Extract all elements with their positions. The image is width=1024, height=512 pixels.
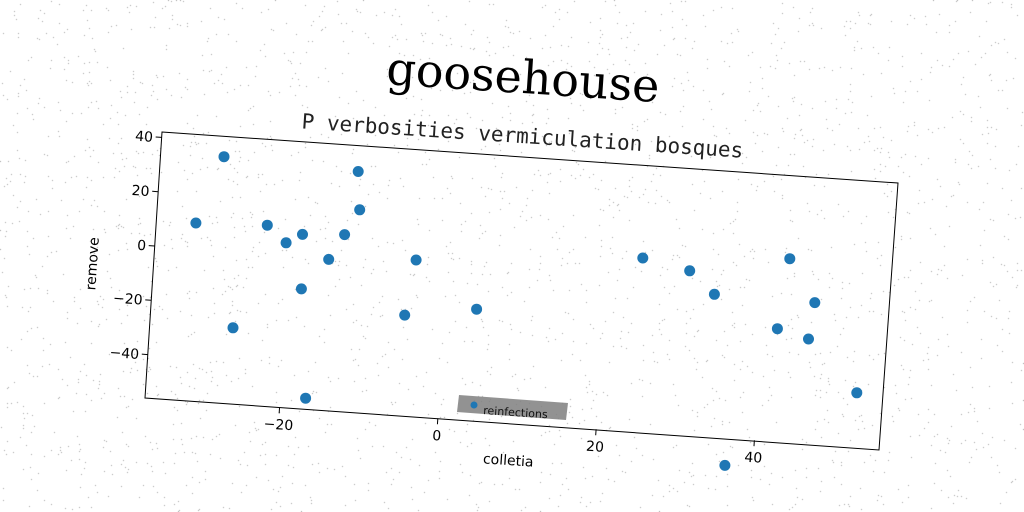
x-axis-label: colletia: [482, 451, 534, 470]
plot-frame: [144, 131, 899, 451]
chart-subtitle: P verbosities vermiculation bosques: [301, 109, 744, 162]
data-point: [295, 283, 307, 295]
data-point: [297, 228, 308, 240]
x-tick-label: 40: [744, 450, 763, 467]
data-point: [227, 322, 239, 334]
legend-marker: [470, 401, 478, 409]
scatter-points: [190, 151, 863, 471]
data-point: [399, 309, 411, 321]
x-tick-label: 0: [432, 428, 442, 445]
data-point: [280, 237, 292, 249]
y-tick-label: 40: [135, 129, 154, 146]
y-tick-label: −40: [109, 345, 140, 363]
y-axis-label: remove: [83, 237, 102, 291]
data-point: [719, 459, 731, 471]
data-point: [684, 265, 696, 277]
data-point: [339, 229, 351, 241]
data-point: [809, 297, 821, 309]
data-point: [771, 323, 783, 335]
y-tick-label: 0: [137, 238, 147, 255]
chart-title: goosehouse: [385, 41, 661, 113]
y-axis: −40 −20 0 20 40: [109, 129, 162, 363]
data-point: [323, 253, 335, 265]
legend: reinfections: [457, 395, 568, 421]
axes: P verbosities vermiculation bosques −20 0…: [83, 109, 899, 471]
legend-label: reinfections: [483, 404, 549, 421]
data-point: [471, 303, 483, 315]
data-point: [784, 253, 796, 265]
legend-box: [457, 395, 568, 420]
data-point: [708, 288, 720, 300]
y-tick-label: 20: [131, 183, 150, 200]
data-point: [218, 151, 230, 163]
data-point: [190, 217, 202, 229]
data-point: [354, 204, 366, 216]
data-point: [637, 252, 649, 264]
x-tick-label: −20: [263, 416, 294, 434]
data-point: [300, 392, 312, 404]
data-point: [410, 254, 422, 266]
x-axis: −20 0 20 40: [263, 407, 763, 467]
y-tick-label: −20: [113, 291, 144, 309]
data-point: [261, 219, 273, 231]
data-point: [851, 387, 863, 399]
x-tick-label: 20: [586, 439, 605, 456]
data-point: [803, 333, 814, 345]
data-point: [352, 166, 364, 177]
